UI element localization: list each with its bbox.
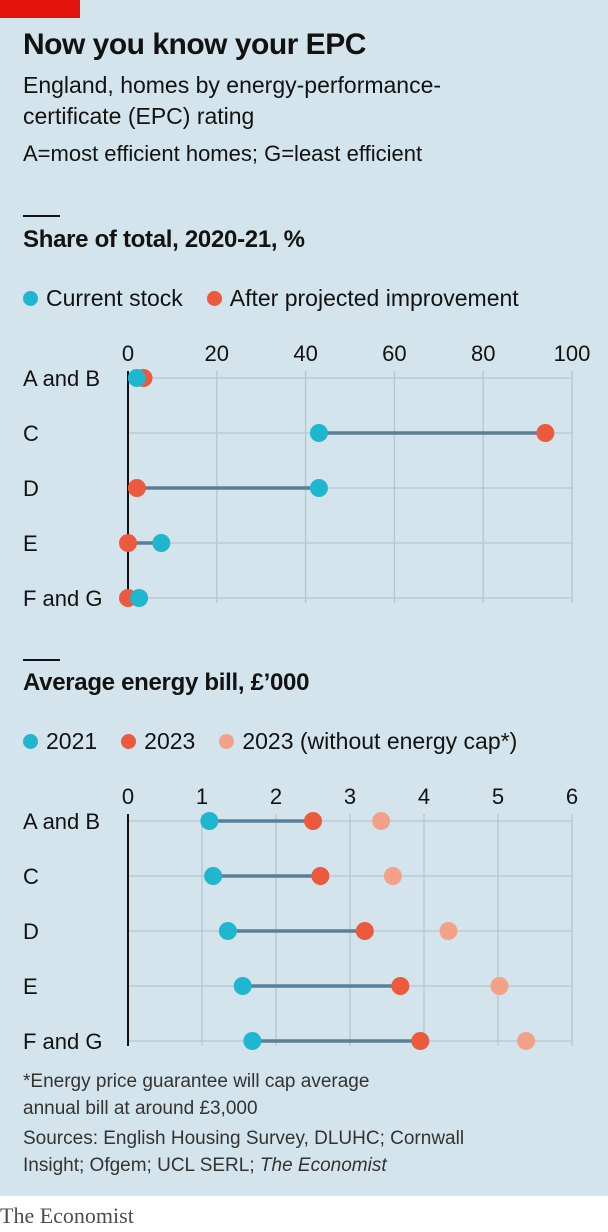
chart2-point-2021 bbox=[233, 977, 252, 995]
legend-label-current-stock: Current stock bbox=[46, 284, 183, 311]
chart2-point-2023 bbox=[411, 1032, 430, 1050]
legend-swatch-current-stock bbox=[23, 290, 38, 306]
chart1-point-current-stock bbox=[309, 424, 328, 442]
chart2-point-2023-without-energy-cap bbox=[439, 922, 458, 940]
legend-swatch-after-improvement bbox=[206, 290, 222, 306]
rating-note: A=most efficient homes; G=least efficien… bbox=[23, 141, 423, 166]
chart2-category-label-e: E bbox=[23, 974, 38, 999]
chart2-point-2023 bbox=[391, 977, 410, 995]
brand-red-bar bbox=[0, 0, 80, 18]
chart2-dot-plot: 0 1 2 3 4 5 6 A and B C D E F and G bbox=[23, 784, 578, 1054]
chart2-tick-label: 4 bbox=[418, 784, 430, 809]
legend-item-after-improvement: After projected improvement bbox=[206, 284, 519, 312]
chart1-tick-label: 80 bbox=[471, 341, 495, 366]
footnote-line-1: *Energy price guarantee will cap average bbox=[23, 1071, 370, 1092]
legend-item-2023: 2023 bbox=[121, 728, 195, 755]
chart2-legend: 2021 2023 2023 (without energy cap*) bbox=[23, 727, 541, 755]
chart1-point-current-stock bbox=[127, 369, 146, 387]
chart2-point-2021 bbox=[243, 1032, 262, 1050]
legend-label-2023-no-cap: 2023 (without energy cap*) bbox=[242, 727, 518, 754]
legend-item-2023-no-cap: 2023 (without energy cap*) bbox=[219, 728, 517, 755]
chart2-title: Average energy bill, £’000 bbox=[23, 669, 310, 696]
brand-wordmark: The Economist bbox=[0, 1203, 134, 1228]
subtitle-line-1: England, homes by energy-performance- bbox=[23, 72, 442, 98]
chart2-point-2023-without-energy-cap bbox=[517, 1032, 536, 1050]
chart2-category-label-f-and-g: F and G bbox=[23, 1029, 102, 1054]
section-rule-2 bbox=[23, 659, 60, 661]
chart1-point-after-projected-improvement bbox=[119, 534, 137, 552]
chart2-tick-label: 6 bbox=[566, 784, 578, 809]
chart2-point-2023-without-energy-cap bbox=[490, 977, 509, 995]
legend-label-after-improvement: After projected improvement bbox=[229, 284, 519, 311]
chart1-tick-label: 0 bbox=[122, 341, 134, 366]
chart2-category-label-d: D bbox=[23, 919, 39, 944]
chart1-point-current-stock bbox=[130, 589, 149, 607]
chart2-category-label-c: C bbox=[23, 864, 39, 889]
chart1-point-after-projected-improvement bbox=[536, 424, 555, 442]
chart1-category-label-a-and-b: A and B bbox=[23, 366, 100, 391]
sources-publication: The Economist bbox=[259, 1155, 387, 1176]
chart2-tick-label: 2 bbox=[270, 784, 282, 809]
chart1-tick-label: 100 bbox=[554, 341, 591, 366]
chart2-point-2023 bbox=[304, 812, 322, 830]
chart1-title: Share of total, 2020-21, % bbox=[23, 226, 305, 253]
chart1-point-after-projected-improvement bbox=[127, 479, 146, 497]
chart2-point-2023-without-energy-cap bbox=[372, 812, 391, 830]
sources-line-2: Insight; Ofgem; UCL SERL; The Economist bbox=[23, 1155, 387, 1177]
chart2-tick-label: 3 bbox=[344, 784, 356, 809]
legend-swatch-2023 bbox=[121, 733, 137, 749]
chart2-point-2021 bbox=[200, 812, 219, 830]
chart1-legend: Current stock After projected improvemen… bbox=[23, 284, 543, 312]
chart2-point-2023-without-energy-cap bbox=[383, 867, 402, 885]
chart1-tick-label: 40 bbox=[293, 341, 317, 366]
section-rule-1 bbox=[23, 215, 60, 217]
chart2-point-2021 bbox=[204, 867, 223, 885]
chart1-tick-label: 60 bbox=[382, 341, 406, 366]
legend-label-2021: 2021 bbox=[46, 727, 98, 754]
chart1-tick-label: 20 bbox=[205, 341, 229, 366]
subtitle-line-2: certificate (EPC) rating bbox=[23, 103, 255, 129]
chart2-tick-label: 0 bbox=[122, 784, 134, 809]
page-title: Now you know your EPC bbox=[23, 28, 366, 61]
sources-line-2-text: Insight; Ofgem; UCL SERL; bbox=[23, 1155, 260, 1176]
legend-swatch-2023-no-cap bbox=[219, 733, 235, 749]
sources-line-1: Sources: English Housing Survey, DLUHC; … bbox=[23, 1128, 465, 1149]
chart2-category-label-a-and-b: A and B bbox=[23, 809, 100, 834]
legend-swatch-2021 bbox=[23, 733, 38, 749]
legend-item-2021: 2021 bbox=[23, 728, 97, 755]
chart2-tick-label: 1 bbox=[196, 784, 208, 809]
chart2-point-2021 bbox=[218, 922, 237, 940]
chart1-category-label-c: C bbox=[23, 421, 39, 446]
chart2-point-2023 bbox=[355, 922, 374, 940]
chart1-point-current-stock bbox=[309, 479, 328, 497]
footnote-line-2: annual bill at around £3,000 bbox=[23, 1098, 258, 1119]
chart2-tick-label: 5 bbox=[492, 784, 504, 809]
chart2-point-2023 bbox=[311, 867, 330, 885]
chart1-dot-plot: 0 20 40 60 80 100 A and B C D E F and G bbox=[23, 341, 591, 611]
chart1-point-current-stock bbox=[152, 534, 171, 552]
chart1-category-label-d: D bbox=[23, 476, 39, 501]
legend-item-current-stock: Current stock bbox=[23, 285, 183, 312]
legend-label-2023: 2023 bbox=[144, 727, 196, 754]
chart1-category-label-e: E bbox=[23, 531, 38, 556]
chart1-category-label-f-and-g: F and G bbox=[23, 586, 102, 611]
